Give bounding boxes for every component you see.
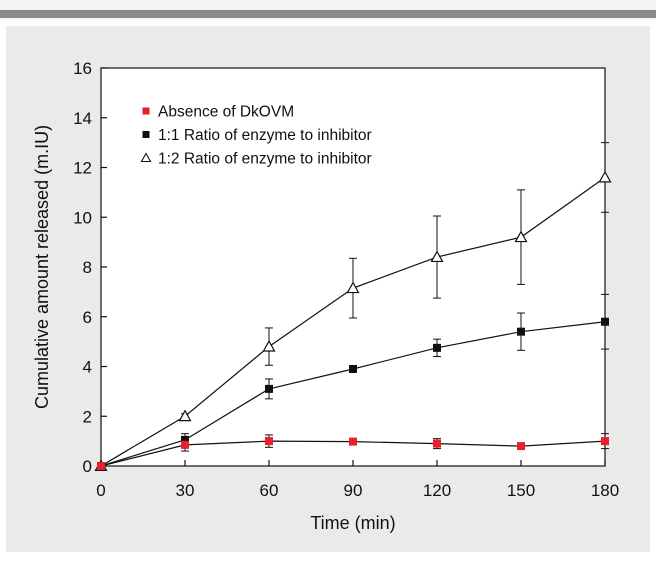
y-tick-label: 2 bbox=[83, 407, 92, 426]
data-point bbox=[517, 442, 525, 451]
data-point bbox=[601, 437, 609, 446]
data-point bbox=[514, 230, 528, 243]
data-point bbox=[517, 327, 525, 336]
y-tick-label: 4 bbox=[83, 358, 92, 377]
legend-marker bbox=[142, 107, 150, 115]
data-point bbox=[349, 437, 357, 446]
data-point bbox=[178, 409, 192, 422]
y-tick-label: 8 bbox=[83, 258, 92, 277]
y-tick-label: 6 bbox=[83, 308, 92, 327]
y-axis: 0 2 4 6 8 10 12 14 16 bbox=[73, 59, 107, 476]
data-point bbox=[181, 440, 189, 449]
x-tick-label: 90 bbox=[344, 481, 363, 500]
data-point bbox=[262, 339, 276, 352]
x-tick-label: 60 bbox=[260, 481, 279, 500]
data-point bbox=[346, 281, 360, 294]
y-tick-label: 0 bbox=[83, 457, 92, 476]
y-tick-label: 14 bbox=[73, 109, 92, 128]
data-point bbox=[265, 384, 273, 393]
legend-label: 1:1 Ratio of enzyme to inhibitor bbox=[158, 127, 372, 144]
y-tick-label: 10 bbox=[73, 208, 92, 227]
y-tick-label: 16 bbox=[73, 59, 92, 78]
x-tick-label: 30 bbox=[176, 481, 195, 500]
legend: Absence of DkOVM 1:1 Ratio of enzyme to i… bbox=[140, 104, 372, 168]
x-tick-label: 0 bbox=[96, 481, 105, 500]
legend-label: Absence of DkOVM bbox=[158, 104, 294, 121]
series-layer bbox=[94, 142, 612, 471]
x-axis: 0 30 60 90 120 150 180 bbox=[96, 460, 619, 500]
data-point bbox=[433, 439, 441, 448]
data-point bbox=[601, 317, 609, 326]
legend-label: 1:2 Ratio of enzyme to inhibitor bbox=[158, 151, 372, 168]
y-tick-label: 12 bbox=[73, 159, 92, 178]
legend-marker bbox=[142, 131, 150, 138]
data-point bbox=[430, 250, 444, 263]
x-tick-label: 180 bbox=[591, 481, 619, 500]
legend-marker bbox=[140, 152, 152, 163]
data-point bbox=[349, 364, 357, 373]
data-point bbox=[97, 462, 105, 470]
x-tick-label: 150 bbox=[507, 481, 535, 500]
x-tick-label: 120 bbox=[423, 481, 451, 500]
x-axis-title: Time (min) bbox=[310, 513, 395, 533]
data-point bbox=[598, 170, 612, 183]
data-point bbox=[433, 343, 441, 352]
y-axis-title: Cumulative amount released (m.IU) bbox=[32, 125, 52, 409]
header-rule bbox=[0, 10, 656, 18]
data-point bbox=[265, 437, 273, 446]
